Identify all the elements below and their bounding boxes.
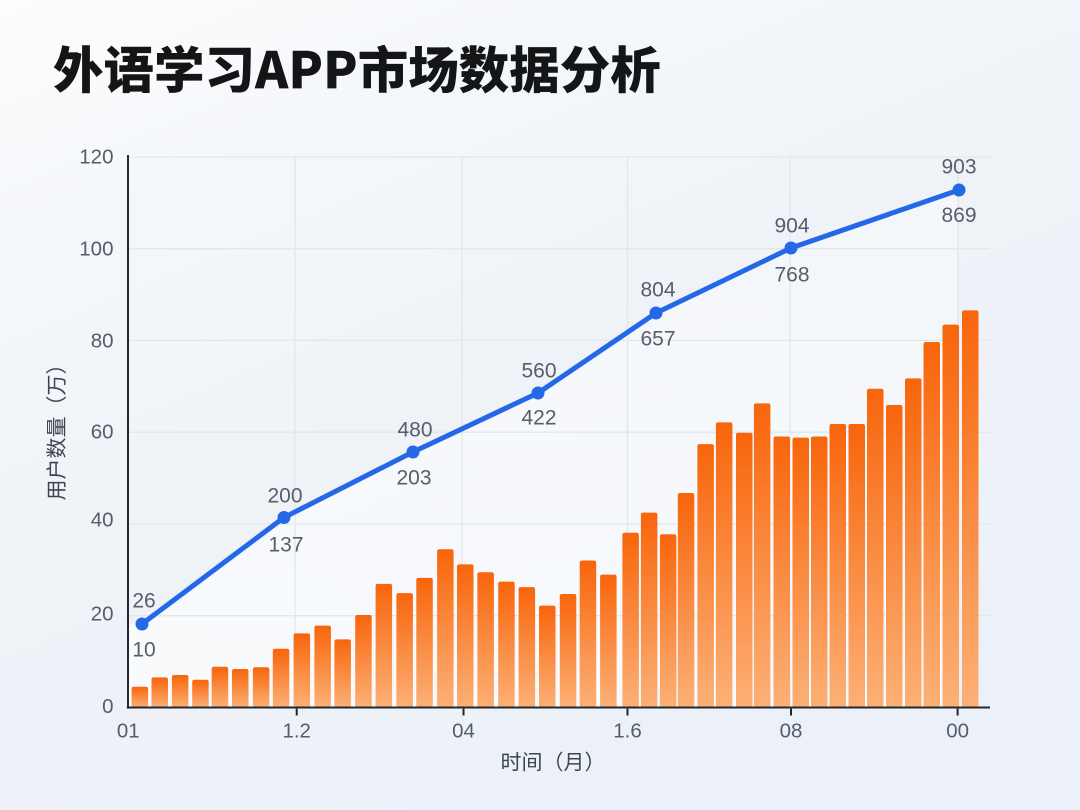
svg-text:1.6: 1.6: [613, 719, 642, 742]
svg-text:60: 60: [91, 421, 114, 444]
svg-text:657: 657: [640, 328, 675, 351]
svg-text:422: 422: [521, 407, 556, 430]
svg-text:80: 80: [91, 330, 114, 353]
svg-text:0: 0: [102, 695, 113, 718]
svg-text:480: 480: [397, 419, 432, 442]
svg-text:203: 203: [396, 467, 431, 490]
svg-text:560: 560: [521, 360, 556, 383]
svg-text:904: 904: [774, 215, 809, 238]
svg-text:08: 08: [780, 719, 803, 742]
svg-text:137: 137: [268, 534, 303, 557]
svg-text:804: 804: [640, 279, 675, 302]
svg-text:20: 20: [91, 603, 114, 626]
svg-text:01: 01: [117, 719, 140, 742]
svg-text:00: 00: [946, 719, 969, 742]
svg-text:10: 10: [132, 639, 155, 662]
svg-text:768: 768: [774, 264, 809, 287]
svg-text:200: 200: [267, 485, 302, 508]
svg-text:869: 869: [941, 204, 976, 227]
svg-text:903: 903: [941, 156, 976, 179]
svg-text:100: 100: [79, 238, 113, 261]
svg-text:40: 40: [91, 509, 114, 532]
svg-text:26: 26: [132, 590, 155, 613]
svg-text:04: 04: [452, 719, 475, 742]
svg-text:1.2: 1.2: [282, 719, 311, 742]
svg-text:120: 120: [79, 146, 113, 169]
